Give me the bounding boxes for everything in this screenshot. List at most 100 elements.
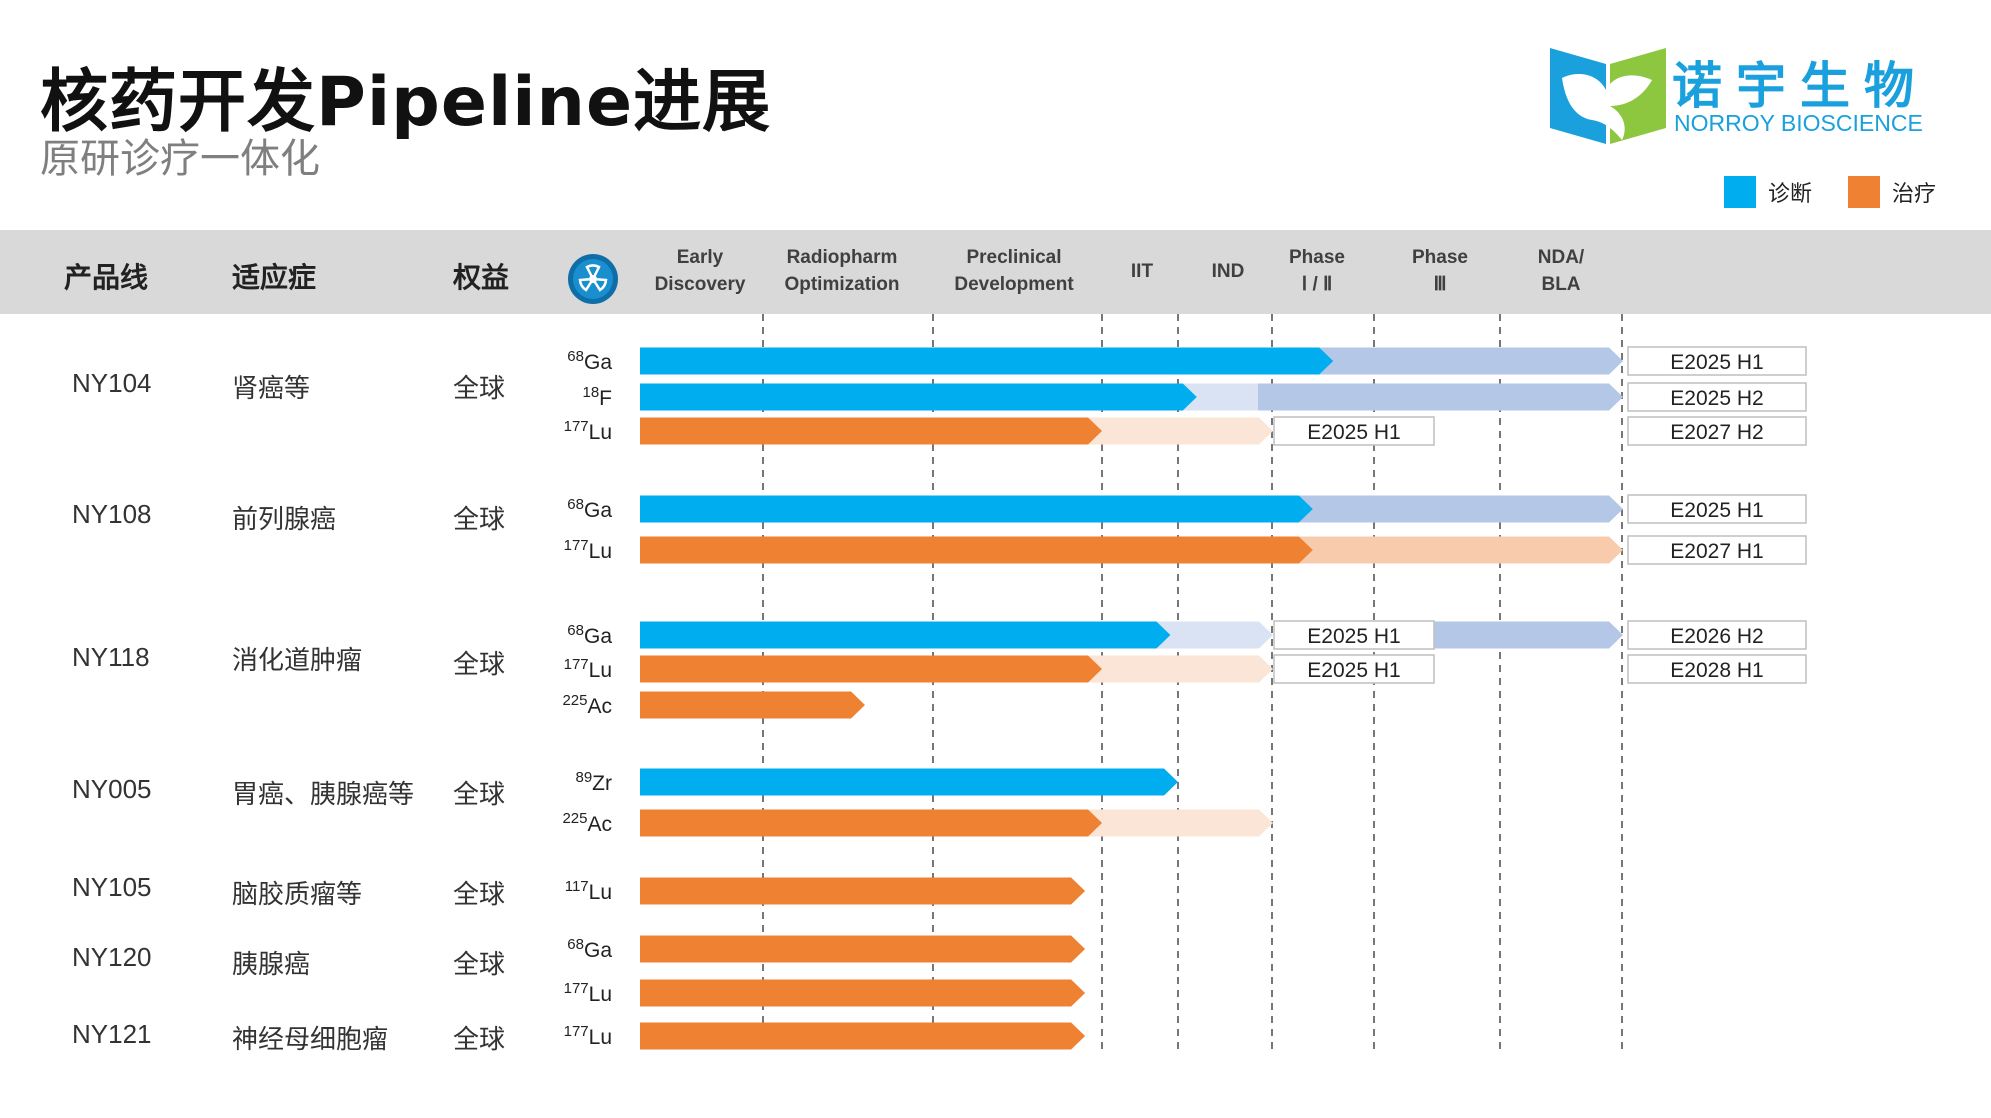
isotope-mass: 68 xyxy=(567,936,584,953)
isotope-label: 18F xyxy=(582,384,612,410)
isotope-mass: 177 xyxy=(564,656,589,673)
stage-header-line: Discovery xyxy=(654,274,746,295)
row-rights-ny105: 全球 xyxy=(453,880,506,910)
milestone-label: E2025 H1 xyxy=(1307,625,1400,648)
milestone-box xyxy=(1627,416,1807,446)
milestone-label: E2025 H1 xyxy=(1307,659,1400,682)
isotope-mass: 117 xyxy=(565,878,589,895)
row-product-ny108: NY108 xyxy=(72,499,152,529)
planned-bar xyxy=(1292,495,1623,523)
milestone-label: E2028 H1 xyxy=(1670,659,1763,682)
row-product-ny121: NY121 xyxy=(72,1019,152,1049)
progress-bar-ny108-ga xyxy=(640,495,1313,523)
isotope-symbol: Lu xyxy=(589,659,612,682)
stage-header-nda-bla: NDA/ BLA xyxy=(1516,244,1606,298)
row-rights-ny120: 全球 xyxy=(453,950,506,980)
stage-header-line: BLA xyxy=(1541,274,1581,295)
column-header-rights: 权益 xyxy=(453,261,510,294)
isotope-label: 68Ga xyxy=(567,622,612,648)
stage-header-line: Preclinical xyxy=(966,247,1062,268)
row-rights-ny104: 全球 xyxy=(453,374,506,404)
isotope-mass: 177 xyxy=(564,980,589,997)
isotope-symbol: Lu xyxy=(589,983,612,1006)
milestone-box xyxy=(1627,535,1807,565)
milestone-box xyxy=(1273,654,1435,684)
row-indication-ny121: 神经母细胞瘤 xyxy=(232,1025,389,1055)
isotope-mass: 225 xyxy=(562,692,587,709)
row-indication-ny120: 胰腺癌 xyxy=(232,950,311,980)
legend-label-therapy: 治疗 xyxy=(1892,182,1937,207)
page-title: 核药开发Pipeline进展 xyxy=(40,63,772,142)
progress-bar-ny108-lu xyxy=(640,536,1313,564)
page-subtitle: 原研诊疗一体化 xyxy=(40,136,320,182)
column-header-indication: 适应症 xyxy=(232,261,317,294)
row-rights-ny005: 全球 xyxy=(453,780,506,810)
milestone-label: E2025 H2 xyxy=(1670,387,1763,410)
stage-header-line: Ⅰ / Ⅱ xyxy=(1301,274,1333,295)
isotope-label: 177Lu xyxy=(564,1023,612,1049)
planned-bar-light xyxy=(1176,383,1273,411)
isotope-mass: 225 xyxy=(562,810,587,827)
milestone-label: E2025 H1 xyxy=(1670,351,1763,374)
planned-bar xyxy=(1258,383,1623,411)
milestone-box xyxy=(1627,620,1807,650)
isotope-label: 177Lu xyxy=(564,418,612,444)
stage-header-line: Development xyxy=(954,274,1074,295)
isotope-mass: 18 xyxy=(582,384,599,401)
stage-header-line: Radiopharm xyxy=(786,247,898,268)
milestone-label: E2027 H1 xyxy=(1670,540,1763,563)
stage-header-line: IND xyxy=(1211,261,1245,282)
planned-bar xyxy=(1434,621,1623,649)
isotope-symbol: Ga xyxy=(584,499,612,522)
legend-swatch-diagnosis xyxy=(1724,176,1756,208)
row-indication-ny105: 脑胶质瘤等 xyxy=(232,880,363,910)
milestone-label: E2025 H1 xyxy=(1670,499,1763,522)
stage-header-ind: IND xyxy=(1188,258,1268,285)
stage-header-early-discovery: Early Discovery xyxy=(640,244,760,298)
isotope-mass: 177 xyxy=(564,1023,589,1040)
isotope-mass: 177 xyxy=(564,537,589,554)
isotope-label: 177Lu xyxy=(564,980,612,1006)
logo-english-name: NORROY BIOSCIENCE xyxy=(1674,110,1923,136)
row-indication-ny108: 前列腺癌 xyxy=(232,505,337,535)
milestone-label: E2026 H2 xyxy=(1670,625,1763,648)
column-header-product-line: 产品线 xyxy=(64,261,149,294)
isotope-mass: 68 xyxy=(567,496,584,513)
planned-bar xyxy=(1313,347,1623,375)
legend-label-diagnosis: 诊断 xyxy=(1768,182,1813,207)
planned-bar-light xyxy=(1082,809,1273,837)
isotope-label: 68Ga xyxy=(567,348,612,374)
table-header-band xyxy=(0,230,1991,314)
stage-header-line: NDA/ xyxy=(1537,247,1585,268)
progress-bar-ny118-ga xyxy=(640,621,1171,649)
row-rights-ny121: 全球 xyxy=(453,1025,506,1055)
isotope-symbol: Lu xyxy=(589,540,612,563)
progress-bar-ny120-ga xyxy=(640,935,1086,963)
isotope-symbol: Ac xyxy=(587,695,612,718)
isotope-label: 89Zr xyxy=(575,769,612,795)
stage-header-line: Phase xyxy=(1412,247,1468,268)
milestone-box xyxy=(1627,494,1807,524)
isotope-label: 117Lu xyxy=(565,878,612,904)
progress-bar-ny005-zr xyxy=(640,768,1178,796)
legend-item-therapy: 治疗 xyxy=(1848,176,1936,208)
isotope-mass: 68 xyxy=(567,348,584,365)
isotope-mass: 177 xyxy=(564,418,589,435)
progress-bar-ny121-lu xyxy=(640,1022,1086,1050)
row-product-ny104: NY104 xyxy=(72,368,152,398)
isotope-symbol: Lu xyxy=(589,881,612,904)
row-product-ny105: NY105 xyxy=(72,872,152,902)
milestone-box xyxy=(1627,382,1807,412)
legend-item-diagnosis: 诊断 xyxy=(1724,176,1812,208)
stage-header-phase-1-2: Phase Ⅰ / Ⅱ xyxy=(1272,244,1362,298)
row-indication-ny118: 消化道肿瘤 xyxy=(232,646,363,676)
row-product-ny120: NY120 xyxy=(72,942,152,972)
isotope-symbol: Lu xyxy=(589,1026,612,1049)
progress-bar-ny118-ac xyxy=(640,691,865,719)
row-indication-ny005: 胃癌、胰腺癌等 xyxy=(232,780,415,810)
isotope-label: 177Lu xyxy=(564,656,612,682)
planned-bar xyxy=(1292,536,1623,564)
progress-bar-ny118-lu xyxy=(640,655,1102,683)
isotope-symbol: Ac xyxy=(587,813,612,836)
